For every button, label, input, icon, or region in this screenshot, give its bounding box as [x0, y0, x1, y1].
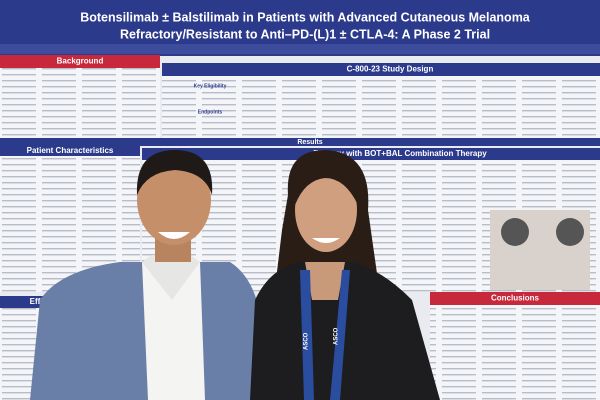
section-bar — [430, 292, 600, 305]
author-line — [0, 44, 600, 54]
panel — [430, 305, 600, 400]
section-title: Background — [57, 57, 104, 66]
scan — [556, 218, 584, 246]
section-title: Patient Characteristics — [27, 146, 114, 155]
scan — [501, 218, 529, 246]
section-title: C-800-23 Study Design — [347, 65, 434, 74]
panel — [0, 68, 160, 138]
label: Key Eligibility — [194, 83, 227, 89]
section-bar — [162, 63, 600, 76]
section-title: Efficacy with BOT+BAL Combination Therap… — [313, 149, 487, 158]
label: Endpoints — [198, 109, 223, 115]
section-title: Results — [297, 139, 322, 146]
section-bar — [142, 148, 600, 160]
section-title: Conclusions — [491, 294, 540, 303]
section-bar — [0, 138, 600, 146]
section-bar — [0, 146, 140, 156]
poster-title: Botensilimab ± Balstilimab in Patients w… — [80, 10, 531, 24]
man — [30, 150, 268, 400]
lanyard-text: ASCO — [334, 327, 340, 345]
section-bar — [0, 55, 160, 68]
woman: ASCO ASCO — [250, 150, 440, 400]
lanyard-text: ASCO — [304, 332, 310, 350]
panel — [162, 76, 600, 138]
poster-title: Refractory/Resistant to Anti–PD-(L)1 ± C… — [120, 27, 490, 41]
